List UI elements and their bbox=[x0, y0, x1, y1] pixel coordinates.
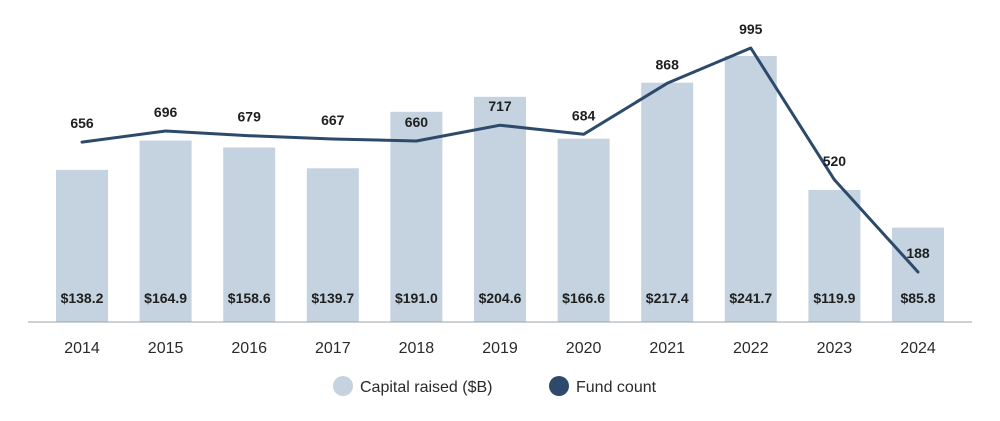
x-tick-2017: 2017 bbox=[315, 340, 351, 357]
bar-value-label-2014: $138.2 bbox=[61, 290, 104, 306]
x-tick-2022: 2022 bbox=[733, 340, 769, 357]
x-tick-2019: 2019 bbox=[482, 340, 518, 357]
bar-2024 bbox=[892, 227, 944, 322]
bar-2017 bbox=[306, 168, 359, 322]
legend-label-fund-count: Fund count bbox=[576, 379, 657, 396]
x-tick-2020: 2020 bbox=[566, 340, 602, 357]
fund-count-line bbox=[80, 46, 920, 274]
line-value-label-2014: 656 bbox=[70, 115, 94, 131]
line-value-label-2015: 696 bbox=[154, 104, 178, 120]
line-value-label-2016: 679 bbox=[238, 109, 262, 125]
bar-value-label-2024: $85.8 bbox=[900, 290, 935, 306]
bar-series bbox=[56, 56, 944, 322]
bar-value-label-2022: $241.7 bbox=[729, 290, 772, 306]
x-tick-2021: 2021 bbox=[649, 340, 685, 357]
legend-swatch-capital bbox=[333, 376, 353, 396]
bar-value-labels: $138.2 $164.9 $158.6 $139.7 $191.0 $204.6 $166… bbox=[61, 290, 936, 306]
legend-label-capital: Capital raised ($B) bbox=[360, 379, 493, 396]
bar-value-label-2019: $204.6 bbox=[479, 290, 522, 306]
legend-swatch-fund-count bbox=[549, 376, 569, 396]
line-value-label-2019: 717 bbox=[488, 98, 512, 114]
line-value-label-2017: 667 bbox=[321, 112, 345, 128]
x-tick-2018: 2018 bbox=[399, 340, 435, 357]
x-tick-labels: 2014 2015 2016 2017 2018 2019 2020 2021 2022 2023… bbox=[64, 340, 936, 357]
line-value-labels: 656 696 679 667 660 717 684 868 995 520 188 bbox=[70, 21, 930, 261]
x-tick-2015: 2015 bbox=[148, 340, 184, 357]
bar-2021 bbox=[641, 82, 694, 322]
line-value-label-2021: 868 bbox=[656, 56, 680, 72]
bar-2022 bbox=[724, 56, 777, 322]
bar-value-label-2015: $164.9 bbox=[144, 290, 187, 306]
x-tick-2014: 2014 bbox=[64, 340, 100, 357]
legend: Capital raised ($B) Fund count bbox=[333, 376, 657, 396]
x-tick-2016: 2016 bbox=[231, 340, 267, 357]
bar-value-label-2021: $217.4 bbox=[646, 290, 689, 306]
bar-2019 bbox=[474, 96, 526, 322]
bar-2023 bbox=[808, 190, 861, 322]
bar-value-label-2023: $119.9 bbox=[813, 290, 855, 306]
bar-2018 bbox=[390, 111, 443, 322]
x-tick-2023: 2023 bbox=[817, 340, 853, 357]
bar-value-label-2018: $191.0 bbox=[395, 290, 438, 306]
bar-value-label-2016: $158.6 bbox=[228, 290, 271, 306]
line-value-label-2023: 520 bbox=[823, 153, 847, 169]
line-value-label-2022: 995 bbox=[739, 21, 763, 37]
bar-2016 bbox=[223, 147, 276, 322]
line-value-label-2024: 188 bbox=[906, 245, 930, 261]
bar-2014 bbox=[56, 169, 108, 322]
bar-value-label-2020: $166.6 bbox=[562, 290, 605, 306]
bar-2015 bbox=[139, 140, 192, 322]
x-tick-2024: 2024 bbox=[900, 340, 936, 357]
line-value-label-2018: 660 bbox=[405, 114, 429, 130]
bar-2020 bbox=[557, 138, 610, 322]
line-value-label-2020: 684 bbox=[572, 107, 596, 123]
bar-value-label-2017: $139.7 bbox=[311, 290, 354, 306]
